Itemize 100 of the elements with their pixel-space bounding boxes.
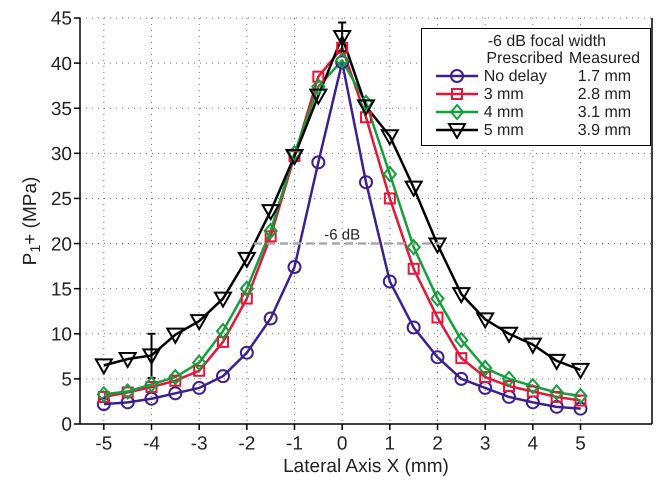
- point: [216, 369, 230, 384]
- legend-label: 4 mm: [484, 104, 524, 120]
- point: [192, 380, 206, 395]
- point: [335, 55, 350, 70]
- point: [96, 386, 111, 402]
- point: [574, 402, 588, 416]
- point: [288, 260, 302, 274]
- point: [216, 323, 230, 340]
- point: [479, 371, 492, 384]
- point: [264, 311, 278, 326]
- x-tick-label: 1: [384, 433, 396, 454]
- point: [478, 380, 492, 395]
- point: [428, 237, 446, 254]
- x-tick-label: 3: [480, 433, 490, 454]
- point: [382, 166, 397, 182]
- annotation: -6 dB: [324, 226, 360, 244]
- point: [430, 290, 444, 307]
- x-tick-label: 0: [336, 433, 348, 454]
- point: [262, 204, 280, 220]
- point: [120, 395, 135, 410]
- point: [168, 386, 182, 400]
- point: [214, 292, 232, 308]
- y-tick-label: 30: [50, 144, 72, 166]
- point: [502, 370, 516, 387]
- point: [574, 388, 588, 404]
- y-tick-label: 25: [50, 189, 72, 210]
- point: [238, 252, 256, 268]
- point: [454, 332, 468, 348]
- point: [357, 99, 375, 116]
- point: [96, 397, 111, 412]
- point: [408, 262, 420, 275]
- x-tick-label: 4: [528, 433, 539, 454]
- point: [240, 346, 254, 360]
- point: [217, 336, 229, 348]
- y-tick-label: 35: [50, 98, 72, 120]
- annotation: 3.9 mm: [578, 122, 632, 138]
- x-tick-label: -4: [143, 433, 160, 454]
- point: [524, 338, 542, 354]
- x-tick-label: -3: [190, 433, 208, 454]
- point: [144, 376, 158, 392]
- point: [406, 320, 421, 334]
- point: [500, 326, 518, 343]
- annotation: 1.7 mm: [578, 68, 632, 84]
- y-tick-label: 5: [61, 370, 72, 391]
- point: [359, 175, 373, 190]
- point: [333, 30, 352, 46]
- annotation: Prescribed: [486, 50, 563, 67]
- x-tick-label: 5: [575, 433, 586, 454]
- point: [120, 384, 135, 400]
- point: [309, 88, 328, 105]
- x-tick-label: -2: [238, 433, 256, 454]
- x-axis-title: Lateral Axis X (mm): [283, 456, 449, 477]
- point: [311, 78, 326, 95]
- legend-label: 5 mm: [484, 122, 524, 138]
- point: [384, 192, 396, 204]
- point: [166, 328, 184, 344]
- x-tick-label: -5: [95, 433, 112, 454]
- point: [503, 380, 515, 392]
- point: [144, 392, 158, 406]
- y-tick-label: 40: [50, 54, 72, 75]
- point: [190, 314, 208, 330]
- y-tick-label: 45: [50, 8, 72, 30]
- legend-title: -6 dB focal width: [488, 33, 606, 50]
- point: [168, 369, 182, 386]
- point: [360, 111, 372, 124]
- annotation: Measured: [568, 50, 640, 67]
- point: [526, 395, 540, 410]
- point: [264, 222, 278, 239]
- point: [312, 70, 324, 83]
- x-tick-label: -1: [286, 433, 303, 454]
- point: [193, 364, 206, 377]
- point: [311, 155, 326, 170]
- legend-label: 3 mm: [484, 86, 524, 102]
- point: [476, 312, 494, 328]
- point: [192, 354, 206, 371]
- point: [452, 287, 470, 304]
- point: [548, 354, 566, 370]
- point: [380, 129, 399, 146]
- y-tick-label: 10: [50, 324, 72, 346]
- legend-label: No delay: [484, 68, 547, 84]
- point: [404, 180, 423, 197]
- annotation: 2.8 mm: [578, 86, 632, 102]
- point: [240, 292, 253, 305]
- point: [526, 378, 540, 394]
- point: [335, 52, 350, 68]
- point: [432, 312, 444, 324]
- annotation: 3.1 mm: [578, 104, 632, 120]
- point: [430, 350, 444, 364]
- point: [454, 372, 468, 386]
- point: [572, 362, 590, 379]
- y-tick-label: 20: [50, 234, 72, 256]
- y-tick-label: 15: [50, 279, 72, 300]
- point: [550, 384, 564, 400]
- point: [382, 274, 397, 288]
- point: [550, 400, 564, 414]
- point: [240, 280, 254, 297]
- point: [502, 390, 516, 404]
- point: [406, 239, 421, 256]
- point: [142, 348, 160, 364]
- point: [478, 360, 492, 376]
